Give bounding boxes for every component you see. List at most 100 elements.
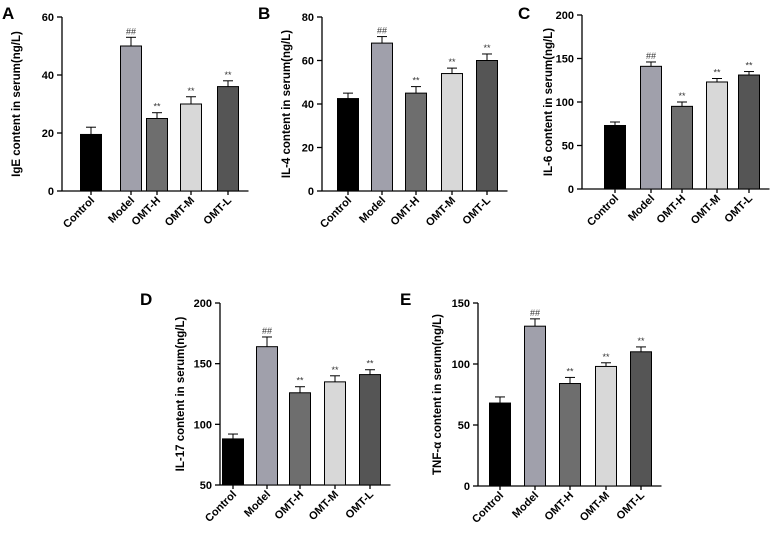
y-tick-label: 100 bbox=[556, 97, 574, 109]
bar-model bbox=[120, 45, 142, 192]
significance-label: ** bbox=[678, 91, 686, 101]
y-tick-label: 150 bbox=[452, 298, 470, 310]
y-tick-label: 40 bbox=[42, 70, 54, 82]
y-tick-label: 150 bbox=[194, 359, 212, 371]
bar-control bbox=[80, 133, 102, 192]
category-label: OMT-L bbox=[343, 488, 376, 521]
y-axis-label: IL-4 content in serum(ng/L) bbox=[281, 30, 293, 178]
bar-omt-h bbox=[289, 392, 311, 486]
category-label: OMT-L bbox=[614, 489, 647, 522]
bar-model bbox=[256, 346, 278, 486]
panel-letter: B bbox=[258, 4, 270, 23]
significance-label: ** bbox=[366, 359, 374, 369]
category-label: OMT-L bbox=[722, 192, 755, 225]
significance-label: ## bbox=[126, 26, 136, 36]
category-label: Control bbox=[203, 489, 239, 525]
bar-model bbox=[524, 325, 546, 487]
significance-label: ## bbox=[377, 26, 387, 36]
bar-omt-h bbox=[559, 383, 581, 487]
y-tick-label: 40 bbox=[302, 99, 314, 111]
y-tick-label: 20 bbox=[302, 143, 314, 155]
y-tick-label: 150 bbox=[556, 54, 574, 66]
significance-label: ** bbox=[566, 366, 574, 376]
bar-omt-l bbox=[476, 60, 498, 192]
significance-label: ** bbox=[224, 70, 232, 80]
significance-label: ## bbox=[530, 308, 540, 318]
y-axis-label: IL-17 content in serum(ng/L) bbox=[175, 317, 187, 472]
category-label: OMT-H bbox=[655, 193, 689, 227]
significance-label: ## bbox=[646, 51, 656, 61]
y-tick-label: 80 bbox=[302, 12, 314, 24]
category-label: Model bbox=[626, 193, 657, 224]
bar-omt-l bbox=[738, 74, 760, 190]
significance-label: ** bbox=[412, 76, 420, 86]
panel-letter: D bbox=[140, 290, 152, 309]
significance-label: ** bbox=[713, 68, 721, 78]
significance-label: ** bbox=[745, 61, 753, 71]
significance-label: ## bbox=[262, 326, 272, 336]
category-label: Control bbox=[318, 195, 354, 231]
category-label: Control bbox=[61, 195, 97, 231]
y-tick-label: 100 bbox=[452, 359, 470, 371]
bar-omt-m bbox=[180, 103, 202, 192]
category-label: OMT-L bbox=[201, 194, 234, 227]
category-label: OMT-M bbox=[689, 193, 723, 227]
y-tick-label: 0 bbox=[464, 481, 470, 493]
panel-b: B 0 20 40 60 80 IL-4 content in serum(ng/L) Con… bbox=[258, 4, 508, 231]
y-axis-label: TNF-α content in serum(ng/L) bbox=[432, 314, 444, 475]
bar-omt-l bbox=[630, 351, 652, 487]
bar-control bbox=[604, 124, 626, 190]
bar-omt-l bbox=[359, 374, 381, 486]
category-label: Model bbox=[510, 490, 541, 521]
bar-omt-m bbox=[324, 381, 346, 486]
y-tick-label: 0 bbox=[48, 186, 54, 198]
bar-omt-l bbox=[217, 86, 239, 192]
category-label: OMT-H bbox=[273, 489, 307, 523]
y-tick-label: 60 bbox=[42, 12, 54, 24]
category-label: OMT-H bbox=[130, 195, 164, 229]
category-label: OMT-M bbox=[424, 195, 458, 229]
bar-omt-m bbox=[595, 365, 617, 487]
significance-label: ** bbox=[637, 336, 645, 346]
panel-a: A 0 20 40 60 IgE content in serum(ng/L) Contro… bbox=[2, 4, 249, 231]
category-label: Model bbox=[242, 489, 273, 520]
y-tick-label: 60 bbox=[302, 56, 314, 68]
y-tick-label: 200 bbox=[556, 10, 574, 22]
category-label: OMT-M bbox=[578, 490, 612, 524]
panel-letter: E bbox=[400, 290, 411, 309]
bar-control bbox=[337, 98, 359, 192]
significance-label: ** bbox=[296, 376, 304, 386]
bar-omt-m bbox=[441, 73, 463, 192]
bar-control bbox=[222, 438, 244, 486]
bar-control bbox=[489, 402, 511, 487]
y-tick-label: 0 bbox=[568, 184, 574, 196]
y-tick-label: 50 bbox=[200, 480, 212, 492]
bar-model bbox=[640, 65, 662, 190]
category-label: OMT-H bbox=[389, 195, 423, 229]
category-label: OMT-L bbox=[460, 194, 493, 227]
significance-label: ** bbox=[331, 365, 339, 375]
bar-model bbox=[371, 42, 393, 192]
panel-d: D 50 100 150 200 IL-17 content in serum(ng/L)… bbox=[140, 290, 391, 525]
y-tick-label: 200 bbox=[194, 298, 212, 310]
y-tick-label: 20 bbox=[42, 128, 54, 140]
category-label: Control bbox=[470, 490, 506, 526]
y-tick-label: 50 bbox=[562, 141, 574, 153]
y-tick-label: 0 bbox=[308, 186, 314, 198]
bar-omt-h bbox=[146, 118, 168, 192]
panel-letter: A bbox=[2, 4, 14, 23]
bar-omt-h bbox=[671, 105, 693, 190]
category-label: Model bbox=[357, 195, 388, 226]
panel-e: E 0 50 100 150 TNF-α content in serum(ng/L) Co… bbox=[400, 290, 662, 526]
category-label: OMT-M bbox=[307, 489, 341, 523]
category-label: OMT-H bbox=[543, 490, 577, 524]
bar-omt-h bbox=[405, 92, 427, 192]
category-label: Control bbox=[585, 193, 621, 229]
y-axis-label: IgE content in serum(ng/L) bbox=[11, 31, 23, 177]
y-axis-label: IL-6 content in serum(ng/L) bbox=[543, 28, 555, 176]
significance-label: ** bbox=[153, 102, 161, 112]
y-tick-label: 100 bbox=[194, 419, 212, 431]
panel-letter: C bbox=[518, 4, 530, 23]
